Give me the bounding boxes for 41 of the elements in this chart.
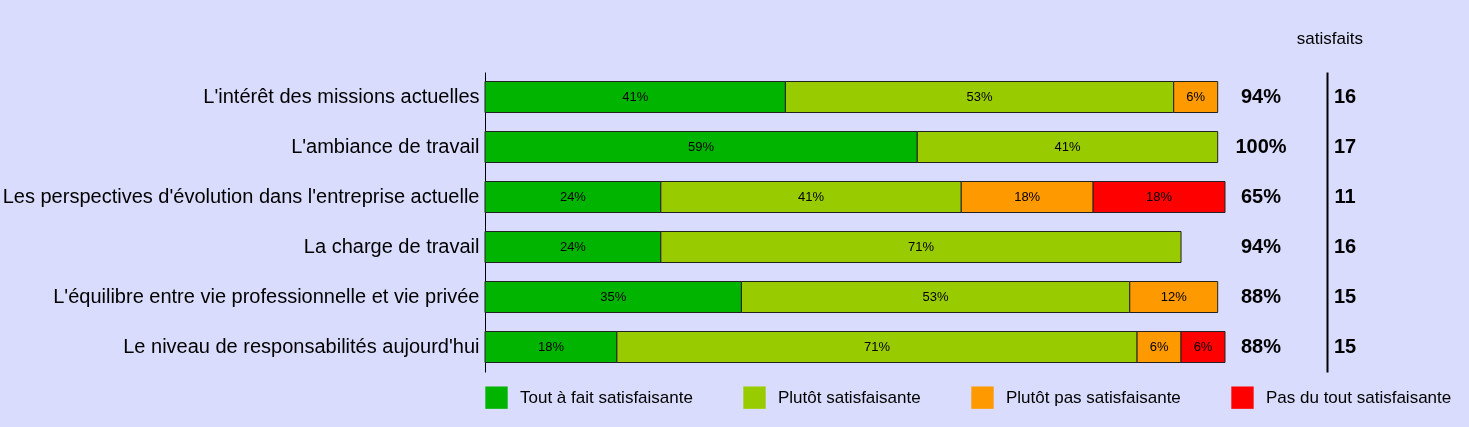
text: 94% <box>1240 85 1282 107</box>
legend-label: Plutôt pas satisfaisante <box>1006 387 1181 407</box>
data-label: 24% <box>559 239 587 254</box>
y-tick-label: L'intérêt des missions actuelles <box>203 85 480 107</box>
legend-label: Pas du tout satisfaisante <box>1266 387 1452 407</box>
text: satisfaits <box>1296 29 1363 48</box>
data-label: 18% <box>1014 189 1041 204</box>
data-label: 41% <box>798 189 825 204</box>
y-tick-label: L'ambiance de travail <box>291 135 480 157</box>
data-label: 53% <box>966 89 993 104</box>
text: 16 <box>1333 85 1357 107</box>
data-label: 71% <box>907 239 935 254</box>
data-label: 12% <box>1160 289 1188 304</box>
text: 88% <box>1240 335 1282 357</box>
y-tick-label: Le niveau de responsabilités aujourd'hui <box>123 335 480 357</box>
text: 16 <box>1333 235 1357 257</box>
data-label: 6% <box>1186 89 1206 104</box>
data-label: 24% <box>559 189 587 204</box>
data-label: 18% <box>537 339 565 354</box>
data-label: 53% <box>922 289 950 304</box>
data-label: 41% <box>1054 139 1081 154</box>
y-tick-label: La charge de travail <box>303 235 480 257</box>
y-tick-label: L'équilibre entre vie professionnelle et vie privée <box>53 285 480 307</box>
data-label: 35% <box>600 289 627 304</box>
data-label: 41% <box>622 89 649 104</box>
text: 100% <box>1235 135 1287 157</box>
legend-label: Plutôt satisfaisante <box>778 387 921 407</box>
text: 17 <box>1333 135 1357 157</box>
data-label: 18% <box>1146 189 1173 204</box>
data-label: 6% <box>1193 339 1213 354</box>
text: 88% <box>1240 285 1282 307</box>
text: 15 <box>1333 285 1357 307</box>
data-label: 6% <box>1149 339 1169 354</box>
text: 15 <box>1333 335 1357 357</box>
y-tick-label: Les perspectives d'évolution dans l'entreprise actuelle <box>2 185 480 207</box>
data-label: 59% <box>688 139 715 154</box>
legend-label: Tout à fait satisfaisante <box>520 387 693 407</box>
text: 65% <box>1240 185 1282 207</box>
text: 94% <box>1240 235 1282 257</box>
data-label: 71% <box>863 339 891 354</box>
text: 11 <box>1334 185 1356 207</box>
